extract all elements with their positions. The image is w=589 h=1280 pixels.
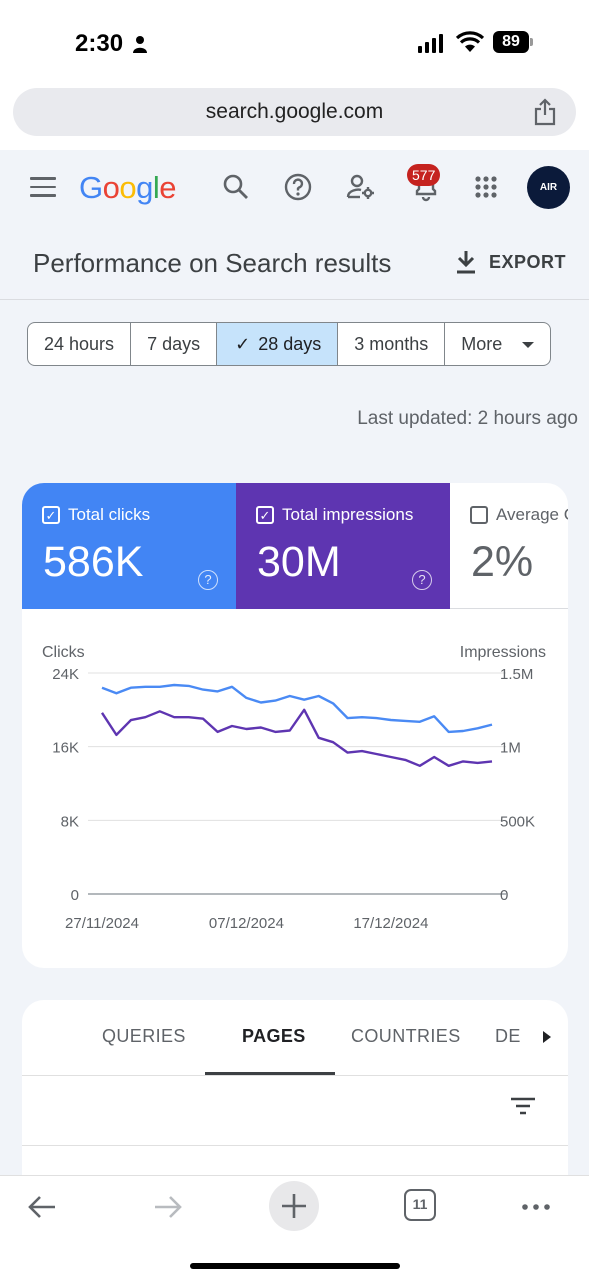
- metric-value: 586K: [43, 538, 144, 586]
- metric-value: 2%: [471, 538, 534, 586]
- left-tick-label: 24K: [52, 666, 79, 683]
- person-icon: [133, 36, 147, 53]
- more-options-icon[interactable]: [519, 1190, 553, 1224]
- x-tick-label: 27/11/2024: [65, 915, 139, 932]
- tabs-divider: [22, 1075, 568, 1076]
- right-tick-label: 500K: [500, 813, 535, 830]
- dropdown-arrow-icon: [522, 342, 535, 349]
- metric-total-impressions[interactable]: ✓ Total impressions 30M ?: [236, 483, 450, 609]
- status-time: 2:30: [75, 30, 124, 57]
- table-divider: [22, 1145, 568, 1146]
- checkbox-unchecked-icon[interactable]: [470, 506, 488, 524]
- cellular-signal-icon: [418, 34, 443, 53]
- performance-card: ✓ Total clicks 586K ? ✓ Total impressions …: [22, 483, 568, 968]
- help-icon[interactable]: ?: [412, 570, 432, 590]
- dimension-tabs-card: QUERIES PAGES COUNTRIES DE: [22, 1000, 568, 1200]
- url-text[interactable]: search.google.com: [205, 100, 384, 123]
- metric-value: 30M: [257, 538, 341, 586]
- search-icon[interactable]: [221, 172, 251, 202]
- series-line-clicks: [101, 683, 493, 734]
- help-icon[interactable]: ?: [198, 570, 218, 590]
- metric-total-clicks[interactable]: ✓ Total clicks 586K ?: [22, 483, 236, 609]
- tab-pages[interactable]: PAGES: [242, 1026, 306, 1046]
- check-icon: ✓: [235, 334, 251, 354]
- address-bar[interactable]: search.google.com: [13, 88, 576, 136]
- checkbox-checked-icon[interactable]: ✓: [256, 506, 274, 524]
- wifi-icon: [455, 31, 485, 52]
- metric-average-ctr[interactable]: Average CTR 2%: [450, 483, 568, 609]
- new-tab-button[interactable]: [269, 1181, 319, 1231]
- date-range-selector: 24 hours 7 days ✓ 28 days 3 months More: [27, 322, 552, 366]
- battery-icon: 89: [493, 31, 533, 53]
- last-updated-text: Last updated: 2 hours ago: [357, 408, 578, 429]
- performance-chart: Clicks Impressions 0 0 8K 500K 16K 1M 24K 1.5M 2…: [42, 644, 546, 932]
- google-logo[interactable]: Google: [79, 170, 177, 205]
- avatar[interactable]: AIR: [527, 166, 570, 209]
- app-bar: Google 577 AIR: [0, 150, 589, 230]
- status-bar: 2:30 89: [0, 0, 589, 86]
- scroll-right-icon[interactable]: [543, 1031, 551, 1043]
- active-tab-indicator: [205, 1072, 335, 1075]
- series-line-impressions: [100, 708, 493, 768]
- tab-devices[interactable]: DE: [495, 1026, 521, 1046]
- notification-badge: 577: [407, 164, 441, 186]
- filter-icon[interactable]: [510, 1096, 536, 1116]
- export-button[interactable]: EXPORT: [455, 249, 566, 275]
- tab-queries[interactable]: QUERIES: [102, 1026, 186, 1046]
- browser-toolbar: 11: [0, 1175, 589, 1280]
- download-icon: [457, 251, 475, 274]
- export-label: EXPORT: [489, 251, 567, 272]
- help-icon[interactable]: [283, 172, 313, 202]
- page-title: Performance on Search results: [33, 248, 392, 278]
- range-7-days[interactable]: 7 days: [131, 323, 218, 365]
- checkbox-checked-icon[interactable]: ✓: [42, 506, 60, 524]
- left-axis-title: Clicks: [42, 644, 85, 661]
- manage-users-icon[interactable]: [346, 172, 376, 202]
- forward-icon[interactable]: [151, 1190, 185, 1224]
- left-tick-label: 16K: [52, 740, 79, 757]
- left-tick-label: 8K: [61, 813, 79, 830]
- right-axis-title: Impressions: [460, 644, 546, 661]
- right-tick-label: 1M: [500, 740, 521, 757]
- browser-address-area: search.google.com: [0, 86, 589, 150]
- share-icon[interactable]: [532, 98, 558, 126]
- plus-icon: [282, 1194, 306, 1218]
- x-tick-label: 07/12/2024: [209, 915, 284, 932]
- x-tick-label: 17/12/2024: [353, 915, 428, 932]
- metric-label: Total impressions: [282, 505, 414, 524]
- battery-level: 89: [493, 31, 529, 53]
- range-24-hours[interactable]: 24 hours: [28, 323, 132, 365]
- tab-countries[interactable]: COUNTRIES: [351, 1026, 461, 1046]
- tab-switcher-button[interactable]: 11: [404, 1189, 436, 1221]
- right-tick-label: 0: [500, 887, 508, 904]
- range-more-dropdown[interactable]: More: [445, 323, 550, 365]
- range-3-months[interactable]: 3 months: [338, 323, 446, 365]
- apps-icon[interactable]: [471, 172, 501, 202]
- metric-label: Average CTR: [496, 505, 568, 524]
- home-indicator: [190, 1263, 400, 1269]
- right-tick-label: 1.5M: [500, 666, 533, 683]
- metric-label: Total clicks: [68, 505, 151, 524]
- back-icon[interactable]: [25, 1190, 59, 1224]
- header-divider: [0, 299, 589, 300]
- menu-icon[interactable]: [30, 177, 56, 197]
- range-28-days[interactable]: ✓ 28 days: [217, 323, 339, 365]
- left-tick-label: 0: [71, 887, 79, 904]
